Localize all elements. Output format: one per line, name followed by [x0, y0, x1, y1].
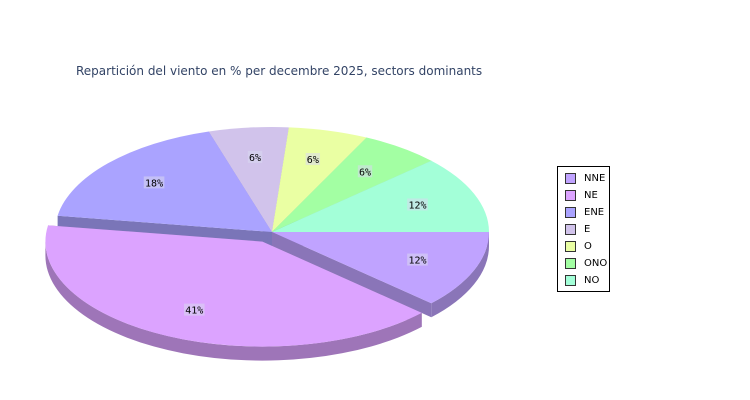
legend-item-o: O	[558, 238, 609, 255]
legend-swatch	[565, 275, 576, 286]
slice-ene	[57, 131, 272, 232]
slice-edge-nne-0	[431, 232, 489, 318]
slice-label-ono: 6%	[359, 167, 371, 178]
slice-wall-nne-1	[272, 232, 432, 318]
slice-label-ene: 18%	[145, 178, 163, 189]
slice-ono	[272, 137, 432, 232]
slice-label-bg-no	[407, 198, 428, 211]
legend-swatch	[565, 224, 576, 235]
slice-label-o: 6%	[307, 155, 319, 166]
legend-item-e: E	[558, 221, 609, 238]
legend-label: ONO	[584, 258, 608, 269]
legend: NNE NE ENE E O ONO NO	[557, 166, 610, 292]
legend-label: NNE	[584, 173, 606, 184]
legend-item-ene: ENE	[558, 204, 609, 221]
slice-label-bg-o	[305, 153, 321, 166]
legend-label: E	[584, 224, 591, 235]
chart-title: Repartición del viento en % per decembre…	[76, 64, 483, 78]
slice-label-nne: 12%	[408, 256, 426, 267]
legend-label: NO	[584, 275, 600, 286]
slice-edge-ne-0	[45, 241, 422, 361]
legend-swatch	[565, 173, 576, 184]
legend-item-nne: NNE	[558, 170, 609, 187]
legend-label: O	[584, 241, 592, 252]
slice-ne	[45, 225, 422, 347]
pie-tops	[45, 127, 489, 347]
slice-label-bg-ne	[184, 303, 205, 316]
legend-item-ne: NE	[558, 187, 609, 204]
slice-label-no: 12%	[408, 200, 426, 211]
legend-label: NE	[584, 190, 598, 201]
slice-label-bg-ono	[357, 165, 373, 178]
slice-label-bg-e	[247, 150, 263, 163]
legend-item-ono: ONO	[558, 255, 609, 272]
legend-swatch	[565, 207, 576, 218]
slice-label-bg-nne	[407, 253, 428, 266]
legend-item-no: NO	[558, 272, 609, 289]
pie-labels: 12% 41% 18% 6% 6% 6% 12%	[143, 150, 428, 317]
legend-swatch	[565, 258, 576, 269]
legend-swatch	[565, 190, 576, 201]
slice-o	[272, 127, 367, 232]
slice-nne	[272, 232, 489, 304]
slice-label-bg-ene	[143, 176, 165, 189]
slice-label-e: 6%	[249, 153, 261, 164]
slice-e	[208, 127, 289, 232]
slice-no	[272, 160, 489, 232]
slice-label-ne: 41%	[185, 306, 203, 317]
legend-swatch	[565, 241, 576, 252]
legend-label: ENE	[584, 207, 605, 218]
